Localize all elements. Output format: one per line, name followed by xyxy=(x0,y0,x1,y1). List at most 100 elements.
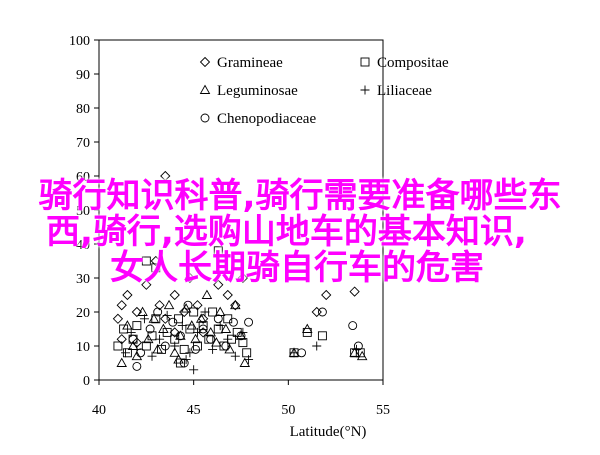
point-liliaceae xyxy=(289,348,299,358)
point-liliaceae xyxy=(139,314,149,324)
point-leguminosae xyxy=(190,333,201,344)
legend-marker-chenopodiaceae xyxy=(200,113,210,123)
point-leguminosae xyxy=(148,313,160,323)
legend-marker-compositae xyxy=(360,57,370,67)
point-liliaceae xyxy=(244,355,254,365)
point-gramineae xyxy=(222,289,233,301)
point-leguminosae xyxy=(163,299,175,310)
point-leguminosae xyxy=(356,350,368,361)
data-points xyxy=(112,170,368,375)
point-leguminosae xyxy=(230,299,241,310)
point-leguminosae xyxy=(169,347,181,357)
point-liliaceae xyxy=(147,351,157,361)
series-gramineae xyxy=(112,170,360,348)
point-leguminosae xyxy=(220,323,232,333)
point-chenopodiaceae xyxy=(221,341,231,351)
point-liliaceae xyxy=(312,341,322,351)
point-gramineae xyxy=(112,313,124,324)
legend-label-gramineae: Gramineae xyxy=(217,55,283,71)
point-gramineae xyxy=(311,306,322,318)
point-chenopodiaceae xyxy=(244,317,254,327)
point-leguminosae xyxy=(175,330,186,340)
point-compositae xyxy=(198,321,208,331)
legend-label-compositae: Compositae xyxy=(377,55,449,71)
point-chenopodiaceae xyxy=(153,307,163,317)
point-leguminosae xyxy=(205,326,216,337)
point-compositae xyxy=(213,246,223,256)
y-tick-label: 10 xyxy=(76,340,90,355)
series-chenopodiaceae xyxy=(128,300,363,371)
point-gramineae xyxy=(122,289,133,301)
x-tick-label: 45 xyxy=(187,403,201,418)
point-chenopodiaceae xyxy=(132,361,142,371)
point-liliaceae xyxy=(170,341,180,351)
point-gramineae xyxy=(197,313,209,324)
plot-area xyxy=(98,39,384,381)
legend-label-leguminosae: Leguminosae xyxy=(217,83,298,99)
point-compositae xyxy=(179,344,189,354)
point-liliaceae xyxy=(162,310,172,320)
point-compositae xyxy=(213,324,223,334)
x-tick-label: 40 xyxy=(92,403,106,418)
point-chenopodiaceae xyxy=(317,307,327,317)
point-gramineae xyxy=(131,306,143,318)
point-chenopodiaceae xyxy=(175,331,185,341)
y-tick-label: 50 xyxy=(76,204,90,219)
point-chenopodiaceae xyxy=(183,300,193,310)
point-chenopodiaceae xyxy=(206,334,216,344)
point-chenopodiaceae xyxy=(198,324,208,334)
y-tick-label: 100 xyxy=(69,34,90,49)
point-chenopodiaceae xyxy=(348,321,358,331)
y-tick-label: 40 xyxy=(76,238,90,253)
point-gramineae xyxy=(213,279,224,290)
legend-marker-liliaceae xyxy=(360,85,370,95)
y-tick-label: 0 xyxy=(83,374,90,389)
point-gramineae xyxy=(160,170,171,182)
x-axis: 40 45 50 55 xyxy=(92,380,390,418)
point-gramineae xyxy=(169,327,180,338)
point-gramineae xyxy=(237,272,249,284)
point-leguminosae xyxy=(137,306,148,316)
point-gramineae xyxy=(141,279,152,290)
point-chenopodiaceae xyxy=(168,317,178,327)
point-chenopodiaceae xyxy=(191,344,201,354)
point-compositae xyxy=(132,321,142,331)
y-tick-label: 80 xyxy=(76,102,90,117)
point-leguminosae xyxy=(122,320,133,330)
point-leguminosae xyxy=(158,323,169,333)
point-liliaceae xyxy=(177,321,187,331)
point-gramineae xyxy=(150,255,161,267)
point-leguminosae xyxy=(224,343,235,354)
point-gramineae xyxy=(321,289,332,301)
point-compositae xyxy=(141,256,151,266)
point-leguminosae xyxy=(180,303,192,313)
y-tick-label: 90 xyxy=(76,68,90,83)
point-liliaceae xyxy=(230,351,240,361)
y-tick-label: 20 xyxy=(76,306,90,321)
point-compositae xyxy=(151,263,161,273)
point-chenopodiaceae xyxy=(297,348,307,358)
legend-marker-gramineae xyxy=(199,56,211,68)
legend-label-chenopodiaceae: Chenopodiaceae xyxy=(217,111,316,127)
point-chenopodiaceae xyxy=(128,334,138,344)
point-gramineae xyxy=(184,272,196,284)
point-chenopodiaceae xyxy=(136,348,146,358)
point-compositae xyxy=(317,331,327,341)
point-leguminosae xyxy=(186,320,198,330)
point-chenopodiaceae xyxy=(236,331,246,341)
overlay-line-1: 骑行知识科普,骑行需要准备哪些东 xyxy=(38,176,562,216)
point-liliaceae xyxy=(208,344,218,354)
legend-marker-leguminosae xyxy=(199,84,211,94)
overlay-line-3: 女人长期骑自行车的危害 xyxy=(110,248,484,288)
x-axis-title: Latitude(°N) xyxy=(290,424,367,440)
point-chenopodiaceae xyxy=(179,358,189,368)
legend: Gramineae Compositae Leguminosae Liliaceae C… xyxy=(199,55,449,127)
point-gramineae xyxy=(230,300,241,311)
point-leguminosae xyxy=(131,350,143,361)
point-chenopodiaceae xyxy=(213,314,223,324)
x-tick-label: 55 xyxy=(376,403,390,418)
point-gramineae xyxy=(154,300,165,311)
point-liliaceae xyxy=(200,307,210,317)
point-compositae xyxy=(141,341,151,351)
